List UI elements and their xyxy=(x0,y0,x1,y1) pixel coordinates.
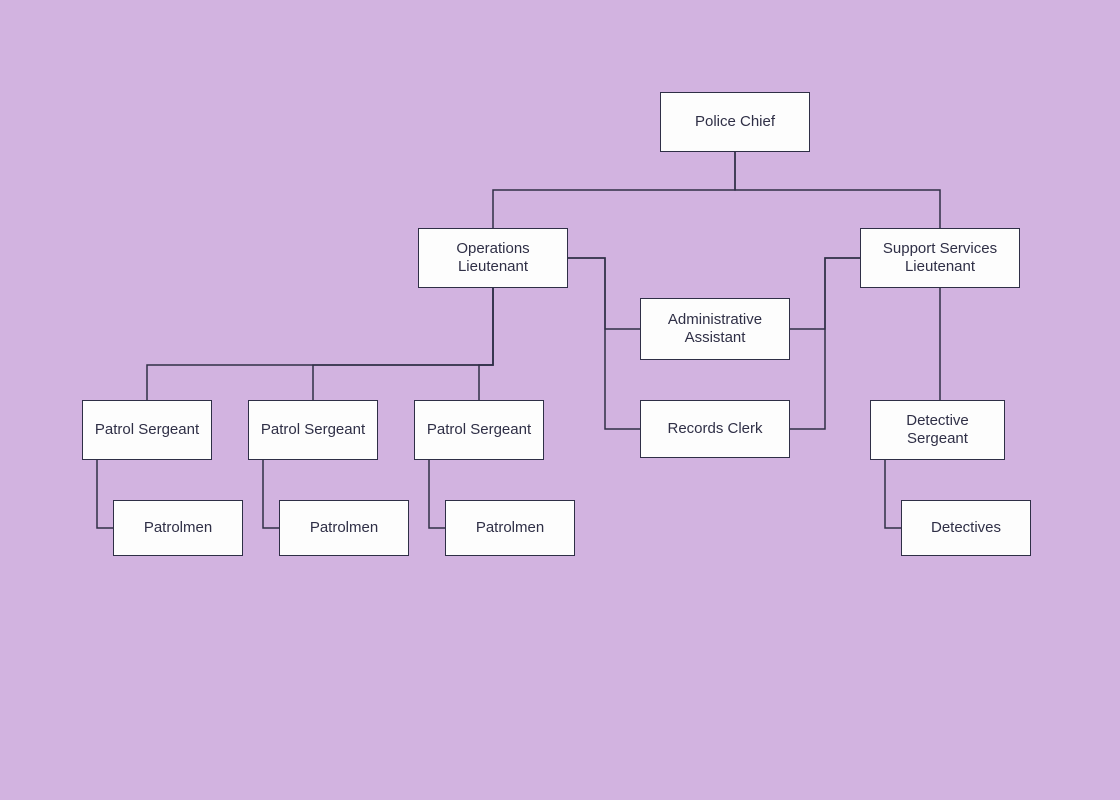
org-edge xyxy=(790,258,860,329)
org-node-ps2: Patrol Sergeant xyxy=(248,400,378,460)
org-node-ops_lt: Operations Lieutenant xyxy=(418,228,568,288)
org-edge xyxy=(568,258,640,329)
org-node-chief: Police Chief xyxy=(660,92,810,152)
org-node-pm1: Patrolmen xyxy=(113,500,243,556)
org-edge xyxy=(885,460,901,528)
org-edge xyxy=(735,152,940,228)
org-node-ps3: Patrol Sergeant xyxy=(414,400,544,460)
org-edge xyxy=(263,460,279,528)
org-node-ps1: Patrol Sergeant xyxy=(82,400,212,460)
org-node-records: Records Clerk xyxy=(640,400,790,458)
org-edge xyxy=(568,258,640,429)
org-edge xyxy=(429,460,445,528)
org-edge xyxy=(790,258,860,429)
org-node-pm2: Patrolmen xyxy=(279,500,409,556)
org-node-dets: Detectives xyxy=(901,500,1031,556)
org-node-det_sgt: Detective Sergeant xyxy=(870,400,1005,460)
org-edge xyxy=(97,460,113,528)
org-edge xyxy=(147,288,493,400)
org-node-sup_lt: Support Services Lieutenant xyxy=(860,228,1020,288)
org-edge xyxy=(493,152,735,228)
org-node-admin: Administrative Assistant xyxy=(640,298,790,360)
org-chart-canvas: Police Chief Operations Lieutenant Support… xyxy=(0,0,1120,800)
org-edge xyxy=(479,288,493,400)
org-edge xyxy=(313,288,493,400)
org-node-pm3: Patrolmen xyxy=(445,500,575,556)
